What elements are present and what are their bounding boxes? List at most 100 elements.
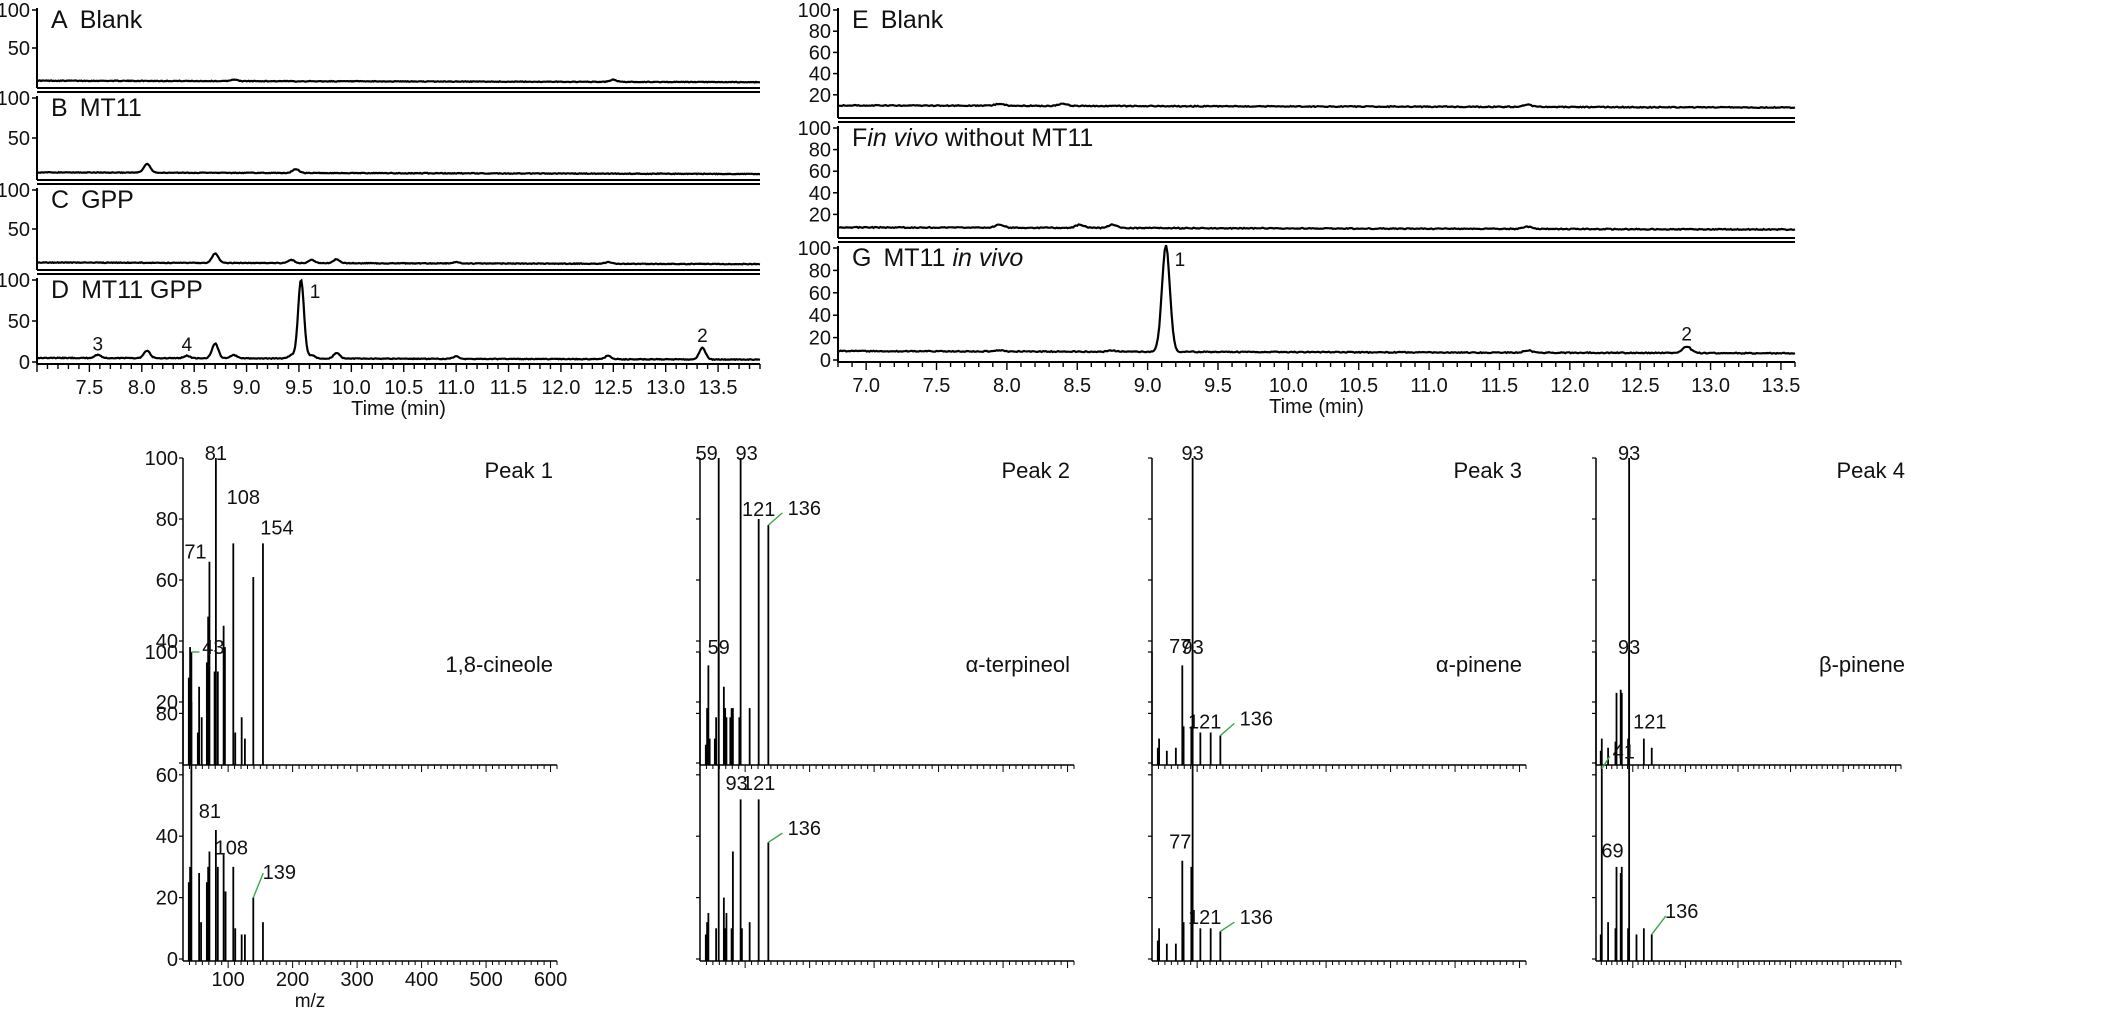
spectrum-y-tick-label: 20 <box>156 692 178 714</box>
panel-letter: B <box>51 94 68 122</box>
panel-letter: E <box>852 6 869 34</box>
y-tick-label: 0 <box>820 350 831 372</box>
chromatogram-trace <box>837 223 1796 232</box>
spectrum-β-pinene: β-pinene 93 41 69 136 <box>1592 637 1905 968</box>
panel-title: E Blank <box>852 6 944 34</box>
label-leader-line <box>767 512 783 526</box>
panel-letter: C <box>51 186 69 214</box>
x-tick-label: 10.0 <box>332 377 371 399</box>
y-tick-label: 80 <box>809 140 831 162</box>
panel-label-after: without MT11 <box>938 124 1093 152</box>
panel-label: MT11 GPP <box>81 276 203 304</box>
spectrum-peak-label: 121 <box>742 773 775 795</box>
panel-label: Blank <box>881 6 944 34</box>
spectrum-y-tick-label: 60 <box>156 765 178 787</box>
spectrum-Peak 3: Peak 39377121 136 <box>1148 443 1527 772</box>
x-tick-label: 11.0 <box>437 377 474 399</box>
spectrum-peak-label: 108 <box>227 487 260 509</box>
panel-title: D MT11 GPP <box>51 276 203 304</box>
panel-title: A Blank <box>51 6 143 34</box>
spectrum-peak-label: 108 <box>215 838 248 860</box>
x-axis-label: Time (min) <box>351 398 446 420</box>
panel-label: MT11 <box>883 244 952 272</box>
spectrum-peak-label: 71 <box>184 542 206 564</box>
spectrum-peak-label: 136 <box>1240 907 1273 929</box>
label-leader-line <box>1601 755 1611 770</box>
time-axis: 7.0 7.5 8.0 8.5 9.0 9.5 10.0 10.5 11.0 11.5 12.0 12… <box>837 362 1800 418</box>
spectrum-x-tick-label: 100 <box>211 969 244 991</box>
x-tick-label: 13.5 <box>1761 375 1800 397</box>
spectrum-x-tick-label: 500 <box>469 969 502 991</box>
spectrum-peak-label: 59 <box>696 443 718 465</box>
y-tick-label: 100 <box>0 270 30 292</box>
peak-annotation: 1 <box>1175 250 1186 271</box>
panel-title: C GPP <box>51 186 134 214</box>
spectrum-peak-label: 121 <box>1188 907 1221 929</box>
panel-label: GPP <box>81 186 134 214</box>
x-tick-label: 9.5 <box>1204 375 1232 397</box>
y-tick-label: 40 <box>809 183 831 205</box>
spectrum-peak-label: 121 <box>1188 711 1221 733</box>
spectrum-peak-label: 136 <box>788 498 821 520</box>
panel-label-italic: in vivo <box>952 244 1023 272</box>
x-tick-label: 7.5 <box>923 375 951 397</box>
panel-title: B MT11 <box>51 94 142 122</box>
panel-B: 100 50 B MT11 <box>0 88 760 185</box>
panel-label: MT11 <box>80 94 142 122</box>
x-tick-label: 13.0 <box>646 377 685 399</box>
panel-title: Fin vivo without MT11 <box>852 124 1093 152</box>
spectrum-x-tick-label: 600 <box>534 969 567 991</box>
spectrum-peak-label: 93 <box>1181 443 1203 465</box>
chromatogram-trace <box>837 244 1796 355</box>
spectrum-peak-label: 93 <box>1618 443 1640 465</box>
x-tick-label: 9.0 <box>1134 375 1162 397</box>
chromatogram-trace <box>36 252 761 266</box>
x-tick-label: 13.5 <box>699 377 738 399</box>
x-tick-label: 11.5 <box>490 377 527 399</box>
spectrum-peak-label: 136 <box>1665 901 1698 923</box>
spectrum-peak-label: 81 <box>199 801 221 823</box>
x-tick-label: 7.0 <box>852 375 880 397</box>
spectrum-name: β-pinene <box>1819 652 1905 677</box>
chromatogram-trace <box>837 102 1796 110</box>
y-tick-label: 50 <box>8 128 30 150</box>
label-leader-line <box>767 832 783 843</box>
x-tick-label: 12.0 <box>1550 375 1589 397</box>
spectrum-y-tick-label: 100 <box>145 642 178 664</box>
spectrum-Peak 1: 100 80 60 40 20 Peak 1 81 71 108154 <box>145 443 558 772</box>
y-tick-label: 40 <box>809 305 831 327</box>
spectrum-peak-label: 69 <box>1601 841 1623 863</box>
spectrum-peak-label: 81 <box>205 443 227 465</box>
spectrum-name: α-pinene <box>1436 652 1522 677</box>
y-tick-label: 100 <box>0 180 30 202</box>
spectrum-peak-label: 136 <box>788 818 821 840</box>
spectrum-name: 1,8-cineole <box>445 652 553 677</box>
panel-A: 100 50 A Blank <box>0 0 760 93</box>
x-tick-label: 9.0 <box>233 377 261 399</box>
label-leader-line <box>1219 722 1235 737</box>
spectrum-x-tick-label: 200 <box>276 969 309 991</box>
spectrum-peak-label: 136 <box>1240 708 1273 730</box>
x-tick-label: 13.0 <box>1691 375 1730 397</box>
spectrum-peak-label: 93 <box>735 443 757 465</box>
spectrum-name: Peak 2 <box>1002 458 1071 483</box>
spectrum-peak-label: 121 <box>742 499 775 521</box>
x-tick-label: 11.5 <box>1481 375 1518 397</box>
spectrum-peak-label: 154 <box>260 517 293 539</box>
spectrum-y-tick-label: 20 <box>156 888 178 910</box>
x-axis-label: Time (min) <box>1269 396 1364 418</box>
x-tick-label: 7.5 <box>75 377 103 399</box>
spectrum-peak-label: 121 <box>1633 711 1666 733</box>
label-leader-line <box>1651 915 1667 935</box>
spectrum-y-tick-label: 100 <box>145 448 178 470</box>
y-tick-label: 60 <box>809 42 831 64</box>
panel-title: G MT11 in vivo <box>852 244 1023 272</box>
x-tick-label: 8.0 <box>128 377 156 399</box>
y-tick-label: 80 <box>809 21 831 43</box>
spectrum-peak-label: 93 <box>1618 637 1640 659</box>
x-tick-label: 12.0 <box>541 377 580 399</box>
